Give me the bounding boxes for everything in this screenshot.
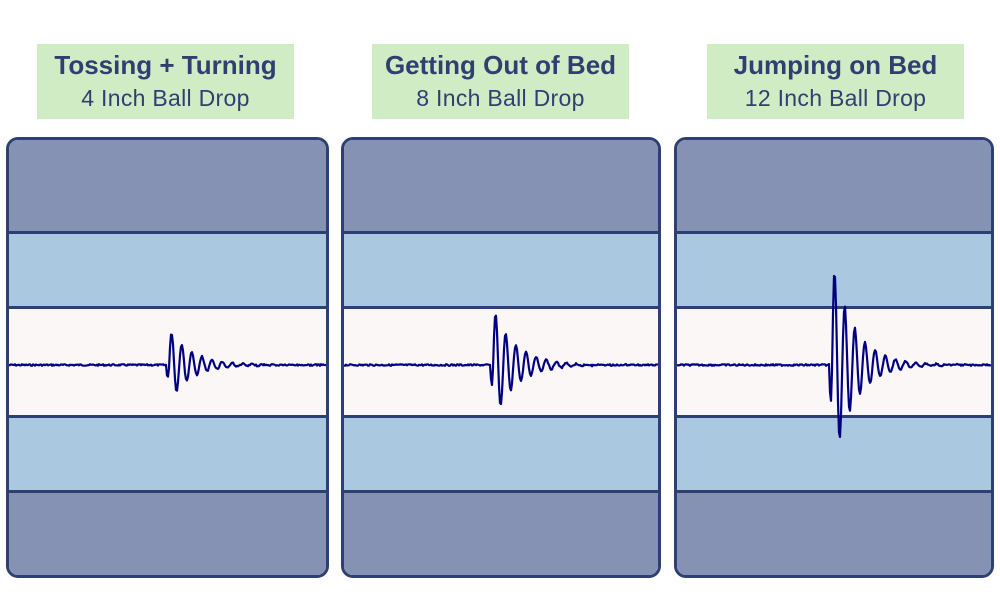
panel-subtitle: 12 Inch Ball Drop — [744, 85, 927, 111]
top-layer — [344, 140, 658, 234]
waveform-1 — [9, 333, 326, 392]
top-layer — [9, 140, 326, 234]
lower-mid-layer — [9, 418, 326, 493]
lower-mid-layer — [677, 418, 991, 493]
panel-subtitle: 8 Inch Ball Drop — [416, 85, 585, 111]
mattress-panel-1 — [6, 137, 329, 578]
panel-label-1: Tossing + Turning 4 Inch Ball Drop — [37, 44, 294, 119]
panel-subtitle: 4 Inch Ball Drop — [81, 85, 250, 111]
upper-mid-layer — [344, 234, 658, 309]
waveform-2 — [344, 314, 658, 406]
bottom-layer — [344, 493, 658, 575]
top-layer — [677, 140, 991, 234]
panel-title: Getting Out of Bed — [384, 50, 617, 80]
lower-mid-layer — [344, 418, 658, 493]
panel-label-2: Getting Out of Bed 8 Inch Ball Drop — [372, 44, 629, 119]
panel-title: Tossing + Turning — [54, 50, 277, 80]
bottom-layer — [677, 493, 991, 575]
upper-mid-layer — [9, 234, 326, 309]
panel-label-3: Jumping on Bed 12 Inch Ball Drop — [707, 44, 964, 119]
mattress-panel-2 — [341, 137, 661, 578]
mattress-panel-3 — [674, 137, 994, 578]
bottom-layer — [9, 493, 326, 575]
waveform-3 — [677, 274, 991, 439]
panel-title: Jumping on Bed — [733, 50, 938, 80]
